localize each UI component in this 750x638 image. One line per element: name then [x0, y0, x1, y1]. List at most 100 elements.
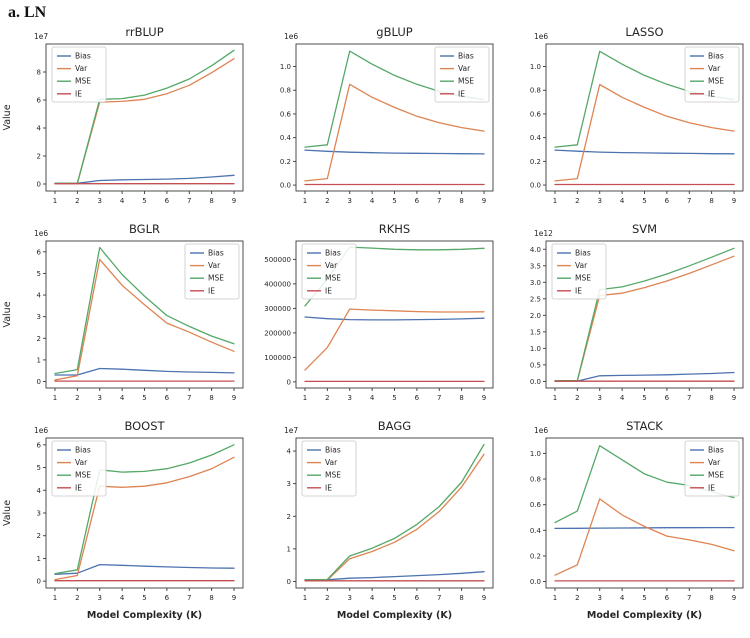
legend-label-bias: Bias [325, 249, 341, 258]
y-tick-label: 0.2 [280, 158, 291, 166]
y-tick-label: 0.8 [530, 476, 541, 484]
legend-label-mse: MSE [458, 77, 474, 86]
x-tick-label: 8 [459, 197, 463, 205]
legend: Bias Var MSE IE [434, 46, 490, 103]
x-tick-label: 8 [709, 197, 713, 205]
x-tick-label: 8 [209, 594, 213, 602]
y-axis-label: Value [2, 301, 13, 327]
legend-label-bias: Bias [708, 52, 724, 61]
legend-box [51, 440, 107, 497]
y-tick-label: 0.2 [530, 552, 541, 560]
x-tick-label: 2 [575, 394, 579, 402]
chart-canvas-rrblup: rrBLUP 1e7 0 2 4 6 8 1 2 3 4 5 6 7 8 9 Value Bias Var MSE IE [2, 25, 244, 205]
legend-box [684, 46, 740, 103]
y-tick-label: 0.6 [530, 110, 542, 118]
x-tick-label: 5 [142, 594, 146, 602]
x-tick-label: 6 [415, 594, 420, 602]
y-tick-label: 6 [37, 441, 42, 449]
y-tick-label: 4 [37, 292, 42, 300]
y-axis-label: Value [2, 104, 13, 130]
x-tick-label: 6 [415, 197, 420, 205]
y-tick-label: 500000 [264, 256, 291, 264]
y-tick-label: 2.5 [530, 295, 541, 303]
y-tick-label: 0.6 [530, 501, 542, 509]
legend-label-ie: IE [325, 483, 332, 492]
series-line-mse [304, 443, 485, 581]
x-tick-label: 9 [232, 394, 236, 402]
y-tick-label: 2.0 [530, 312, 541, 320]
x-tick-label: 1 [553, 197, 557, 205]
x-tick-label: 1 [303, 594, 307, 602]
chart-gblup: gBLUP 1e6 0.0 0.2 0.4 0.6 0.8 1.0 1 2 3 4 5 6 7 8 9 Bias V… [250, 22, 500, 219]
x-tick-label: 2 [325, 394, 329, 402]
y-tick-label: 3 [37, 313, 41, 321]
x-tick-label: 4 [620, 197, 625, 205]
x-tick-label: 8 [459, 394, 463, 402]
series-line-var [304, 453, 485, 581]
y-tick-label: 0.0 [280, 182, 291, 190]
x-tick-label: 8 [709, 394, 713, 402]
chart-title: LASSO [625, 25, 663, 39]
y-tick-label: 0.8 [280, 87, 291, 95]
y-axis-label: Value [2, 500, 13, 526]
legend-label-bias: Bias [208, 249, 224, 258]
y-tick-label: 1.0 [530, 345, 541, 353]
legend-box [551, 243, 607, 300]
x-tick-label: 8 [709, 594, 713, 602]
legend-label-var: Var [575, 261, 588, 270]
series-line-bias [304, 316, 485, 321]
chart-title: BGLR [129, 222, 160, 236]
chart-title: gBLUP [376, 25, 412, 39]
legend-label-bias: Bias [75, 52, 91, 61]
y-tick-label: 1.5 [530, 328, 541, 336]
legend-label-mse: MSE [325, 274, 341, 283]
chart-bglr: BGLR 1e6 0 1 2 3 4 5 6 1 2 3 4 5 6 7 8 9 Value Bias Var MSE IE [0, 219, 250, 416]
x-tick-label: 8 [209, 394, 213, 402]
legend-label-mse: MSE [708, 471, 724, 480]
legend: Bias Var MSE IE [51, 440, 107, 497]
y-tick-label: 300000 [264, 305, 291, 313]
legend-label-ie: IE [708, 483, 715, 492]
y-tick-label: 1 [287, 545, 291, 553]
x-tick-label: 1 [303, 394, 307, 402]
y-tick-label: 100000 [264, 354, 291, 362]
x-tick-label: 2 [325, 197, 329, 205]
x-tick-label: 3 [597, 197, 601, 205]
x-tick-label: 3 [97, 394, 101, 402]
chart-canvas-svm: SVM 1e12 0.0 0.5 1.0 1.5 2.0 2.5 3.0 3.5 4.0 1 2 3 4 5 6… [530, 222, 744, 402]
x-tick-label: 8 [459, 594, 463, 602]
axis-offset-label: 1e6 [34, 426, 48, 435]
x-tick-label: 4 [370, 197, 375, 205]
y-tick-label: 0 [37, 181, 41, 189]
y-tick-label: 0 [37, 578, 41, 586]
legend: Bias Var MSE IE [301, 440, 357, 497]
axis-offset-label: 1e6 [34, 229, 48, 238]
x-tick-label: 5 [142, 394, 146, 402]
chart-canvas-stack: STACK 1e6 0.0 0.2 0.4 0.6 0.8 1.0 1 2 3 4 5 6 7 8 9 Model… [530, 419, 744, 621]
y-tick-label: 1 [37, 356, 41, 364]
x-tick-label: 5 [142, 197, 146, 205]
axis-offset-label: 1e7 [34, 32, 48, 41]
chart-svm: SVM 1e12 0.0 0.5 1.0 1.5 2.0 2.5 3.0 3.5 4.0 1 2 3 4 5 6… [500, 219, 750, 416]
y-tick-label: 2 [37, 532, 41, 540]
legend-label-mse: MSE [325, 471, 341, 480]
x-tick-label: 7 [437, 197, 441, 205]
x-tick-label: 5 [392, 594, 396, 602]
y-tick-label: 0.5 [530, 361, 541, 369]
y-tick-label: 4.0 [530, 246, 541, 254]
y-tick-label: 2 [37, 335, 41, 343]
chart-title: SVM [632, 222, 657, 236]
series-line-bias [554, 149, 735, 155]
y-tick-label: 0.4 [530, 527, 542, 535]
chart-title: RKHS [379, 222, 410, 236]
x-tick-label: 4 [370, 594, 375, 602]
legend-label-var: Var [75, 64, 88, 73]
y-tick-label: 0.0 [530, 378, 541, 386]
y-tick-label: 1.0 [530, 63, 541, 71]
series-line-bias [554, 371, 735, 382]
x-tick-label: 4 [370, 394, 375, 402]
y-tick-label: 4 [37, 487, 42, 495]
y-tick-label: 0.0 [530, 578, 541, 586]
legend-label-bias: Bias [575, 249, 591, 258]
